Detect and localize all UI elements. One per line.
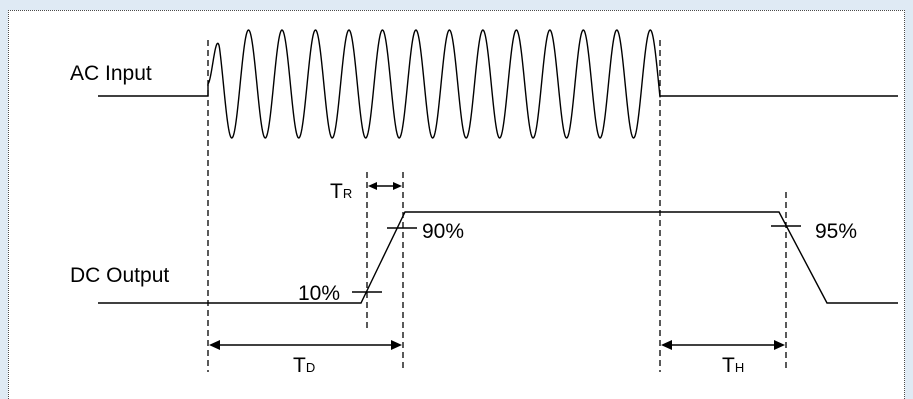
dc-output-waveform — [98, 211, 898, 304]
ac-input-label: AC Input — [70, 62, 152, 85]
low-threshold-label: 10% — [298, 282, 340, 305]
dc-output-label: DC Output — [70, 264, 169, 287]
high-threshold-label: 90% — [422, 220, 464, 243]
delay-time-label: TD — [293, 354, 315, 377]
rise-time-label: TR — [330, 180, 352, 203]
delay-time-arrow — [209, 340, 402, 350]
hold-time-label: TH — [722, 354, 744, 377]
drop-threshold-label: 95% — [815, 220, 857, 243]
rise-time-arrow — [368, 182, 402, 190]
hold-time-arrow — [661, 340, 785, 350]
ac-input-waveform — [98, 29, 898, 139]
